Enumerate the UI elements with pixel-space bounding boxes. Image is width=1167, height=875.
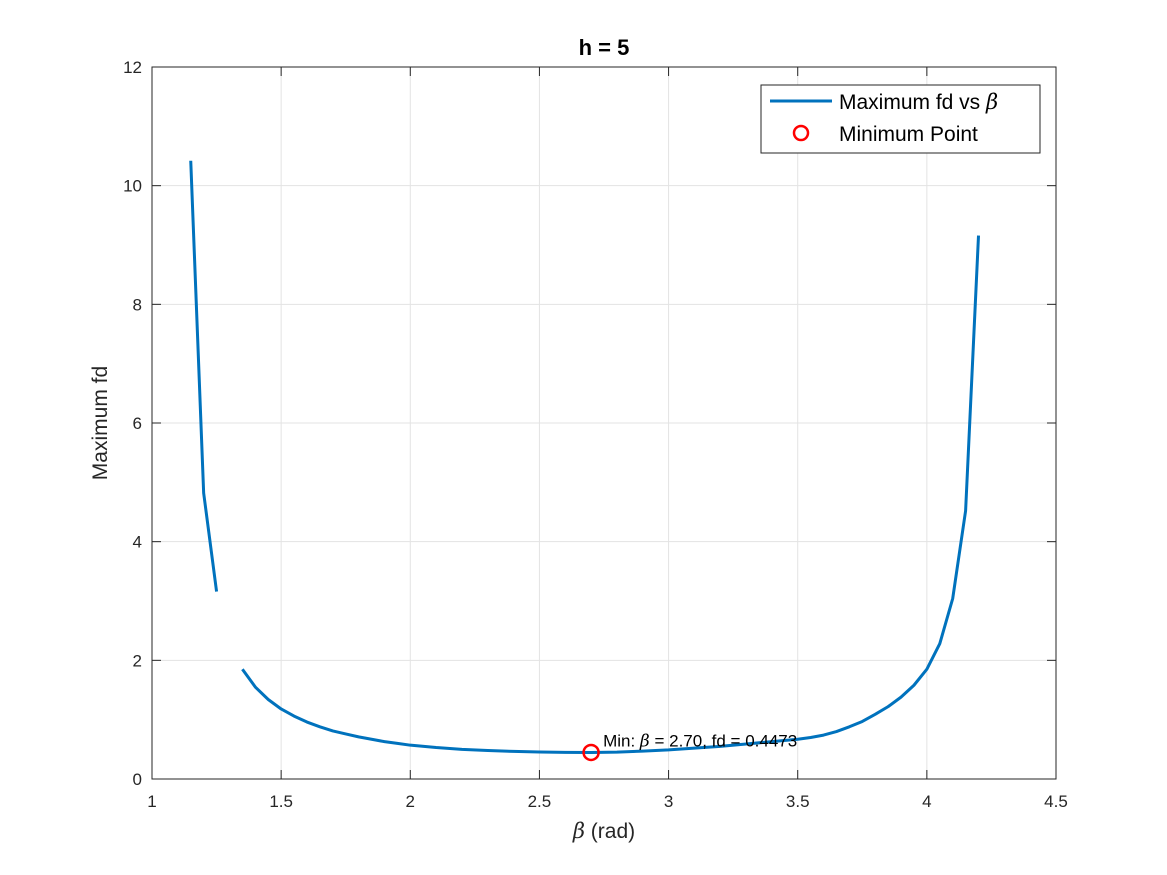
legend-swatch-marker [792,124,810,142]
x-tick-label: 3.5 [786,792,810,811]
legend-box [760,84,1041,154]
x-tick-label: 1 [147,792,156,811]
chart-title: h = 5 [579,35,630,60]
minimum-annotation: Min: β = 2.70, fd = 0.4473 [603,731,797,751]
x-tick-label: 4.5 [1044,792,1068,811]
x-axis-title: β (rad) [572,819,635,843]
series-layer [189,160,981,762]
x-axis-title-symbol: β [572,819,585,843]
y-tick-label: 8 [133,295,142,314]
annotation-suffix: = 2.70, fd = 0.4473 [650,731,797,750]
x-tick-label: 4 [922,792,931,811]
y-tick-label: 10 [123,177,142,196]
series-line-segment [241,235,981,754]
annotation-symbol: β [639,731,650,751]
y-tick-label: 2 [133,651,142,670]
legend-entry-line-symbol: β [985,90,998,114]
series-line-segment [189,160,219,592]
legend-entry-line: Maximum fd vs β [839,90,998,114]
x-tick-label: 2 [406,792,415,811]
axes: 1 1.5 2 2.5 3 3.5 4 4.5 0 2 4 6 8 10 12 [123,58,1068,811]
axes-box [151,66,1057,780]
annotation-prefix: Min: [603,731,640,750]
x-tick-label: 3 [664,792,673,811]
y-tick-label: 6 [133,414,142,433]
legend-entry-marker: Minimum Point [839,123,978,146]
y-tick-label: 12 [123,58,142,77]
x-tick-label: 2.5 [528,792,552,811]
y-axis-title: Maximum fd [89,366,112,480]
legend: Maximum fd vs β Minimum Point [760,84,1041,154]
minimum-point-marker [582,743,600,762]
x-axis-title-unit: (rad) [585,820,635,843]
legend-entry-line-label: Maximum fd vs [839,91,986,114]
y-tick-label: 0 [133,770,142,789]
x-tick-label: 1.5 [269,792,293,811]
y-tick-label: 4 [133,533,142,552]
